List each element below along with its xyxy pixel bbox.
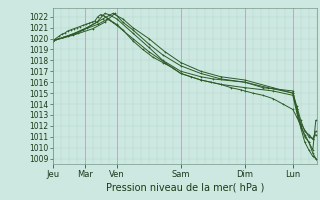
X-axis label: Pression niveau de la mer( hPa ): Pression niveau de la mer( hPa ) <box>106 183 264 193</box>
